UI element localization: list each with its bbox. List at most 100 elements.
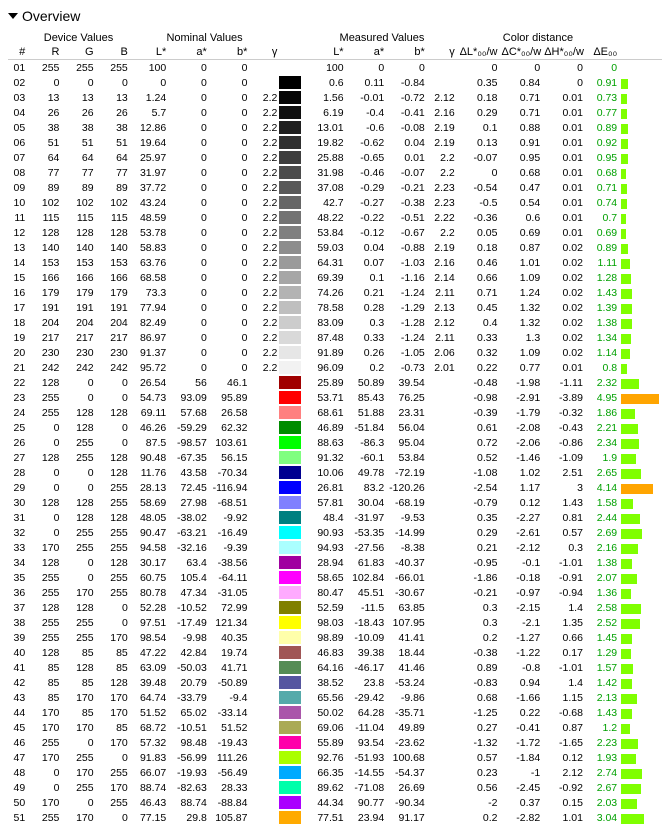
table-row[interactable]: 38255255097.51-17.49121.3498.03-18.43107…: [8, 615, 662, 630]
table-row[interactable]: 3317025525594.58-32.16-9.3994.93-27.56-8…: [8, 540, 662, 555]
cell: [249, 660, 279, 675]
delta-e-bar: [621, 229, 626, 239]
cell: -18.43: [346, 615, 387, 630]
cell: -11.04: [346, 720, 387, 735]
cell: 0.2: [457, 810, 500, 825]
table-row[interactable]: 221280026.545646.125.8950.8939.54-0.48-1…: [8, 375, 662, 390]
cell: [249, 390, 279, 405]
table-row[interactable]: 1314014014058.83002.259.030.04-0.882.190…: [8, 240, 662, 255]
cell: 230: [27, 345, 61, 360]
table-row[interactable]: 48017025566.07-19.93-56.4966.35-14.55-54…: [8, 765, 662, 780]
table-row[interactable]: 47170255091.83-56.99111.2692.76-51.93100…: [8, 750, 662, 765]
table-row[interactable]: 451701708568.72-10.5151.5269.06-11.0449.…: [8, 720, 662, 735]
group-nominal: Nominal Values: [130, 30, 280, 44]
table-row[interactable]: 0651515119.64002.219.82-0.620.042.190.13…: [8, 135, 662, 150]
cell: -27.56: [346, 540, 387, 555]
table-row[interactable]: 3012812825558.6927.98-68.5157.8130.04-68…: [8, 495, 662, 510]
table-row[interactable]: 42858512839.4820.79-50.8938.5223.8-53.24…: [8, 675, 662, 690]
table-row[interactable]: 031313131.24002.21.56-0.01-0.722.120.180…: [8, 90, 662, 105]
table-row[interactable]: 40128858547.2242.8419.7446.8339.3818.44-…: [8, 645, 662, 660]
cell: [427, 510, 457, 525]
swatch-cell: [279, 690, 303, 705]
cell: 255: [27, 405, 61, 420]
table-row[interactable]: 34128012830.1763.4-38.5628.9461.83-40.37…: [8, 555, 662, 570]
table-row[interactable]: 250128046.26-59.2962.3246.89-51.8456.040…: [8, 420, 662, 435]
cell: -68.19: [386, 495, 427, 510]
table-row[interactable]: 37128128052.28-10.5272.9952.59-11.563.85…: [8, 600, 662, 615]
row-number: 43: [8, 690, 27, 705]
delta-e: 2.52: [585, 615, 619, 630]
cell: 0: [542, 60, 585, 76]
table-row[interactable]: 1820420420482.49002.283.090.3-1.282.120.…: [8, 315, 662, 330]
table-row[interactable]: 260255087.5-98.57103.6188.63-86.395.040.…: [8, 435, 662, 450]
cell: 56.04: [386, 420, 427, 435]
table-row[interactable]: 1921721721786.97002.287.480.33-1.242.110…: [8, 330, 662, 345]
cell: -0.83: [457, 675, 500, 690]
table-row[interactable]: 49025517088.74-82.6328.3389.62-71.0826.6…: [8, 780, 662, 795]
table-row[interactable]: 41851288563.09-50.0341.7164.16-46.1741.4…: [8, 660, 662, 675]
cell: 0: [130, 75, 168, 90]
cell: 50.89: [346, 375, 387, 390]
cell: -14.55: [346, 765, 387, 780]
table-row[interactable]: 46255017057.3298.48-19.4355.8993.54-23.6…: [8, 735, 662, 750]
cell: 0: [61, 735, 95, 750]
table-row[interactable]: 290025528.1372.45-116.9426.8183.2-120.26…: [8, 480, 662, 495]
table-row[interactable]: 3925525517098.54-9.9840.3598.89-10.0941.…: [8, 630, 662, 645]
table-row[interactable]: 1111511511548.59002.248.22-0.22-0.512.22…: [8, 210, 662, 225]
table-row[interactable]: 2425512812869.1157.6826.5868.6151.8823.3…: [8, 405, 662, 420]
color-swatch: [279, 721, 301, 734]
cell: 0: [209, 90, 250, 105]
cell: 46.83: [307, 645, 345, 660]
cell: 85: [61, 645, 95, 660]
column-header-row: #RGBL*a*b*γL*a*b*γΔL*₀₀/wΔC*₀₀/wΔH*₀₀/wΔ…: [8, 44, 662, 60]
cell: 255: [96, 60, 130, 76]
table-row[interactable]: 0125525525510000100000000: [8, 60, 662, 76]
overview-header[interactable]: Overview: [8, 8, 662, 24]
table-row[interactable]: 0877777731.97002.231.98-0.46-0.072.200.6…: [8, 165, 662, 180]
table-row[interactable]: 2712825512890.48-67.3556.1591.32-60.153.…: [8, 450, 662, 465]
cell: 43.58: [168, 465, 209, 480]
cell: -9.92: [209, 510, 250, 525]
cell: 0: [27, 435, 61, 450]
column-header: L*: [130, 44, 168, 60]
table-row[interactable]: 51255170077.1529.8105.8777.5123.9491.170…: [8, 810, 662, 825]
table-row[interactable]: 1415315315363.76002.264.310.07-1.032.160…: [8, 255, 662, 270]
cell: 51: [96, 135, 130, 150]
table-row[interactable]: 1617917917973.3002.274.260.21-1.242.110.…: [8, 285, 662, 300]
table-row[interactable]: 2124224224295.72002.296.090.2-0.732.010.…: [8, 360, 662, 375]
cell: 2.2: [249, 255, 279, 270]
table-row[interactable]: 042626265.7002.26.19-0.4-0.412.160.290.7…: [8, 105, 662, 120]
table-row[interactable]: 50170025546.4388.74-88.8444.3490.77-90.3…: [8, 795, 662, 810]
table-row[interactable]: 2023023023091.37002.291.890.26-1.052.060…: [8, 345, 662, 360]
table-row[interactable]: 0538383812.86002.213.01-0.6-0.082.190.10…: [8, 120, 662, 135]
row-number: 05: [8, 120, 27, 135]
cell: 0.3: [457, 615, 500, 630]
cell: 83.09: [307, 315, 345, 330]
table-row[interactable]: 1719119119177.94002.278.580.28-1.292.130…: [8, 300, 662, 315]
table-row[interactable]: 1010210210243.24002.242.7-0.27-0.382.23-…: [8, 195, 662, 210]
cell: 13: [27, 90, 61, 105]
table-row[interactable]: 020000000.60.11-0.840.350.8400.91: [8, 75, 662, 90]
cell: -1.01: [542, 555, 585, 570]
color-swatch: [279, 796, 301, 809]
table-row[interactable]: 232550054.7393.0995.8953.7185.4376.25-0.…: [8, 390, 662, 405]
table-row[interactable]: 438517017064.74-33.79-9.465.56-29.42-9.8…: [8, 690, 662, 705]
row-number: 01: [8, 60, 27, 76]
table-row[interactable]: 1516616616668.58002.269.390.1-1.162.140.…: [8, 270, 662, 285]
table-row[interactable]: 280012811.7643.58-70.3410.0649.78-72.19-…: [8, 465, 662, 480]
color-swatch: [279, 106, 301, 119]
collapse-icon[interactable]: [8, 13, 18, 19]
cell: [249, 675, 279, 690]
table-row[interactable]: 3625517025580.7847.34-31.0580.4745.51-30…: [8, 585, 662, 600]
table-row[interactable]: 441708517051.5265.02-33.1450.0264.28-35.…: [8, 705, 662, 720]
table-row[interactable]: 1212812812853.78002.253.84-0.12-0.672.20…: [8, 225, 662, 240]
table-row[interactable]: 31012812848.05-38.02-9.9248.4-31.97-9.53…: [8, 510, 662, 525]
table-row[interactable]: 35255025560.75105.4-64.1158.65102.84-66.…: [8, 570, 662, 585]
delta-e: 2.13: [585, 690, 619, 705]
row-number: 26: [8, 435, 27, 450]
cell: -2.1: [499, 615, 542, 630]
table-row[interactable]: 0989898937.72002.237.08-0.29-0.212.23-0.…: [8, 180, 662, 195]
cell: 0.17: [542, 645, 585, 660]
table-row[interactable]: 32025525590.47-63.21-16.4990.93-53.35-14…: [8, 525, 662, 540]
table-row[interactable]: 0764646425.97002.225.88-0.650.012.2-0.07…: [8, 150, 662, 165]
